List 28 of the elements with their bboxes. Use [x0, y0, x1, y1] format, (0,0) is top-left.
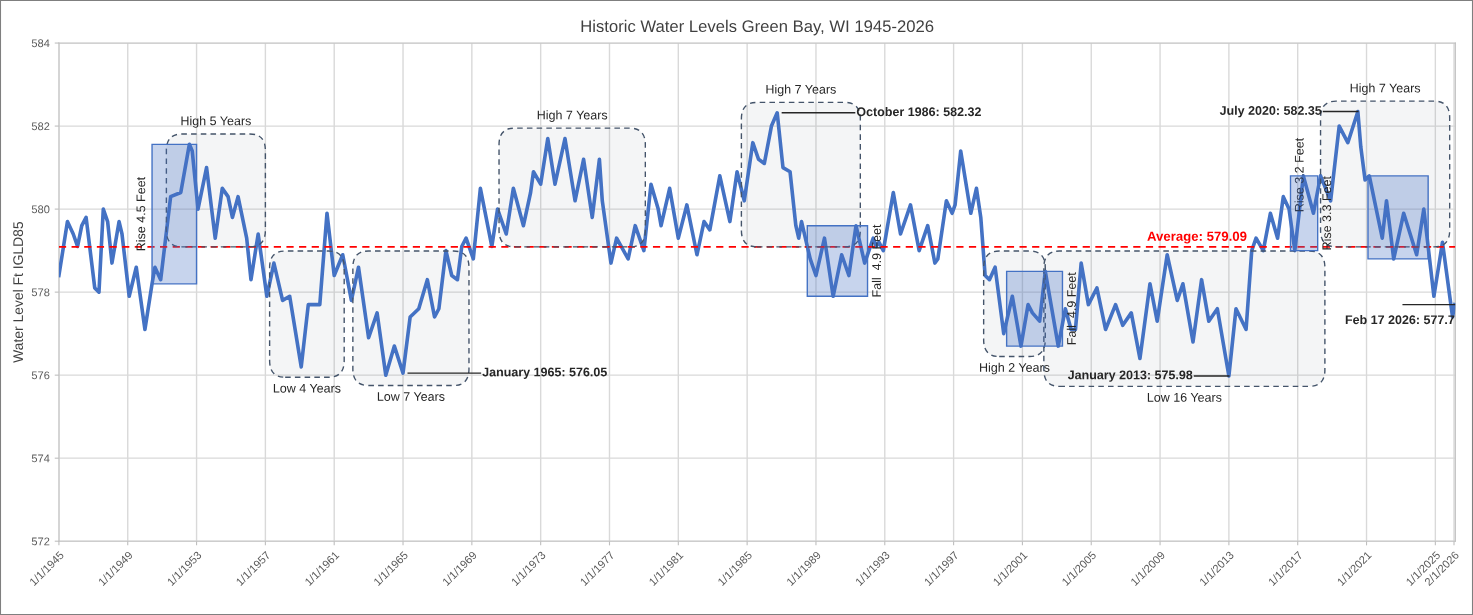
y-tick-label: 584	[31, 39, 50, 48]
ref-line-label: Average: 579.09	[1147, 231, 1247, 244]
y-tick-label: 576	[31, 371, 50, 380]
y-tick-label: 574	[31, 454, 50, 463]
band-label: Rise 4.5 Feet	[136, 177, 146, 251]
band-label: High 5 Years	[181, 116, 251, 128]
annotation: January 2013: 575.98	[1067, 370, 1193, 382]
annotation: Rise 3.2 Feet	[1294, 137, 1304, 212]
band-label: Rise 3.3 Feet	[1321, 176, 1332, 250]
annotation: July 2020: 582.35	[1219, 105, 1322, 118]
y-tick-label: 582	[31, 122, 50, 131]
annotation: Feb 17 2026: 577.7	[1345, 314, 1455, 325]
band-label: High 7 Years	[766, 84, 836, 97]
band-label: High 7 Years	[537, 110, 608, 122]
band-label: Low 7 Years	[377, 392, 445, 401]
band-label: Low 16 Years	[1147, 392, 1222, 402]
y-axis-title: Water Level Ft IGLD85	[12, 221, 24, 363]
y-tick-label: 580	[31, 205, 50, 214]
y-tick-label: 578	[31, 288, 50, 297]
band-label: High 7 Years	[1350, 83, 1421, 95]
annotation: October 1986: 582.32	[856, 106, 981, 117]
band-label: Fall 4.9 Feet	[1066, 272, 1076, 345]
chart-title: Historic Water Levels Green Bay, WI 1945-2026	[581, 19, 934, 36]
band-label: High 2 Years	[980, 362, 1050, 375]
annotation: January 1965: 576.05	[482, 367, 607, 379]
y-tick-label: 572	[31, 537, 50, 546]
band-label: Low 4 Years	[273, 383, 341, 393]
band-label: Fall 4.9 Feet	[871, 224, 882, 297]
